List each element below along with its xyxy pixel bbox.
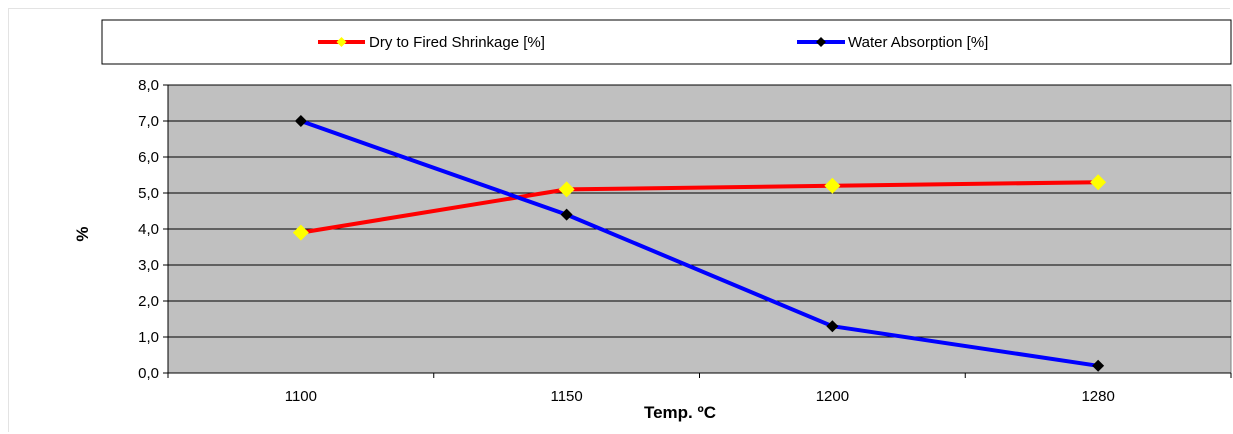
data-point	[292, 224, 309, 241]
x-tick-label: 1100	[285, 388, 317, 405]
legend-entry-1: Water Absorption [%]	[797, 34, 988, 51]
data-point	[1090, 174, 1107, 191]
data-point	[1092, 359, 1105, 372]
data-point	[826, 320, 839, 333]
chart-frame	[8, 8, 1230, 432]
series-line-1	[300, 119, 1099, 368]
x-tick-label: 1280	[1081, 388, 1114, 405]
y-tick-label: 8,0	[138, 77, 159, 94]
gridlines	[168, 84, 1231, 338]
y-tick-label: 6,0	[138, 149, 159, 166]
data-point	[560, 208, 573, 221]
data-point	[558, 181, 575, 198]
y-tick-label: 1,0	[138, 329, 159, 346]
legend-box	[101, 19, 1232, 65]
y-tick-label: 0,0	[138, 365, 159, 382]
x-tick-label: 1200	[816, 388, 849, 405]
legend-entry-0: Dry to Fired Shrinkage [%]	[318, 34, 545, 51]
legend: Dry to Fired Shrinkage [%] Water Absorpt…	[101, 19, 1232, 65]
y-tick-label: 7,0	[138, 113, 159, 130]
data-point	[824, 177, 841, 194]
y-tick-label: 5,0	[138, 185, 159, 202]
legend-label-absorption: Water Absorption [%]	[848, 34, 988, 51]
x-axis: 1100 1150 1200 1280	[167, 372, 1232, 405]
series-line-0	[300, 180, 1099, 235]
legend-label-shrinkage: Dry to Fired Shrinkage [%]	[369, 34, 545, 51]
series-lines	[300, 119, 1099, 368]
legend-marker-absorption	[816, 37, 826, 47]
y-axis-title: %	[73, 226, 92, 241]
data-point	[294, 115, 307, 127]
legend-marker-shrinkage	[336, 37, 347, 47]
y-tick-label: 4,0	[138, 221, 159, 238]
series-markers	[292, 115, 1107, 372]
y-axis: 0,0 1,0 2,0 3,0 4,0 5,0 6,0 7,0 8,0	[138, 77, 169, 382]
y-tick-label: 2,0	[138, 293, 159, 310]
x-tick-label: 1150	[550, 388, 582, 405]
x-axis-title: Temp. ºC	[644, 403, 716, 422]
y-tick-label: 3,0	[138, 257, 159, 274]
